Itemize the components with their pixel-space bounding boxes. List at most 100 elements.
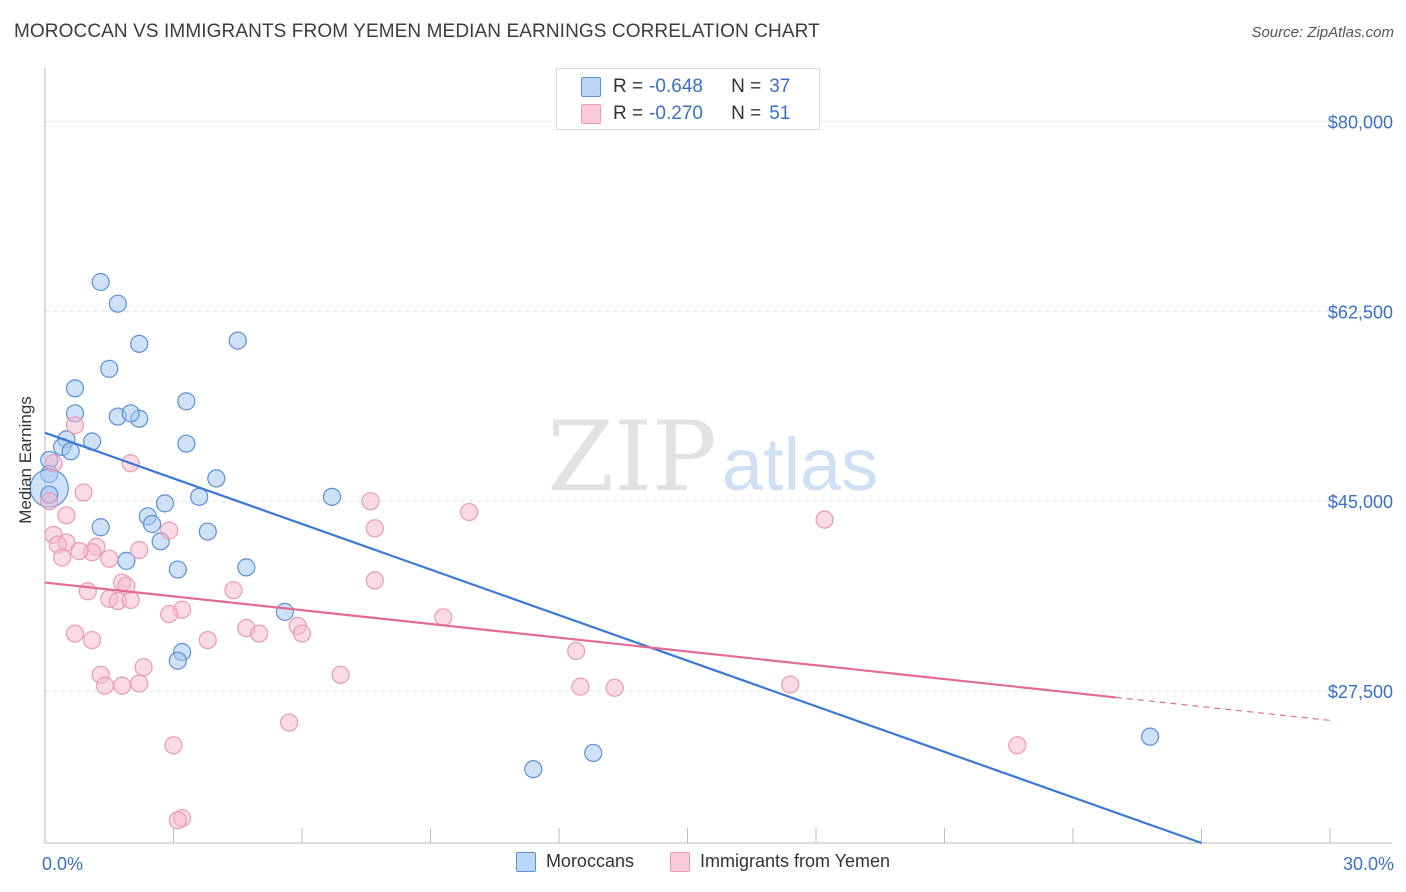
point-yemen <box>44 454 63 473</box>
point-moroccans <box>228 331 247 350</box>
tick-labels: $27,500 $45,000 $62,500 $80,000 0.0% 30.0% <box>42 112 1394 874</box>
trend-lines <box>44 431 1331 845</box>
point-moroccans <box>190 487 209 506</box>
point-yemen <box>78 582 97 601</box>
grid-lines <box>45 120 1392 692</box>
point-yemen <box>250 624 269 643</box>
stats-n-label: N = <box>731 103 762 124</box>
point-moroccans <box>121 404 140 423</box>
point-moroccans <box>61 442 80 461</box>
point-moroccans <box>155 494 175 513</box>
stats-swatch-moroccans <box>581 77 601 97</box>
point-yemen <box>365 571 384 590</box>
stats-swatch-yemen <box>581 104 601 124</box>
stats-n-value: 51 <box>769 103 791 124</box>
point-moroccans <box>237 558 256 577</box>
point-yemen <box>605 678 624 697</box>
point-moroccans <box>322 487 342 506</box>
point-moroccans <box>584 743 603 763</box>
point-moroccans <box>142 514 162 534</box>
y-tick-label: $62,500 <box>1328 302 1393 322</box>
point-yemen <box>40 492 59 511</box>
point-yemen <box>567 641 586 661</box>
data-points <box>29 272 1160 830</box>
point-yemen <box>130 540 149 560</box>
legend-swatch-yemen <box>669 851 690 872</box>
point-yemen <box>53 548 72 567</box>
point-yemen <box>459 502 479 522</box>
point-moroccans <box>130 334 149 353</box>
point-moroccans <box>177 392 196 411</box>
point-yemen <box>70 542 89 561</box>
point-yemen <box>292 624 312 643</box>
watermark: ZIP atlas <box>547 401 878 513</box>
legend-label-moroccans: Moroccans <box>545 851 634 871</box>
point-yemen <box>365 519 384 538</box>
point-yemen <box>160 604 179 624</box>
x-tick-label: 0.0% <box>42 854 83 874</box>
point-yemen <box>224 581 243 600</box>
point-yemen <box>74 483 93 502</box>
point-yemen <box>164 736 183 755</box>
point-yemen <box>65 416 85 435</box>
point-moroccans <box>91 518 110 537</box>
y-tick-label: $80,000 <box>1328 112 1393 132</box>
trend-line-extension <box>1115 696 1331 721</box>
point-moroccans <box>1140 727 1160 746</box>
point-yemen <box>198 630 217 650</box>
point-moroccans <box>168 560 187 579</box>
point-moroccans <box>275 602 294 621</box>
point-yemen <box>160 521 179 540</box>
point-yemen <box>83 630 102 650</box>
point-moroccans <box>207 469 226 488</box>
point-moroccans <box>108 294 127 313</box>
point-yemen <box>134 658 153 677</box>
point-moroccans <box>524 760 543 779</box>
stats-row-yemen: R = -0.270 N = 51 <box>581 102 790 126</box>
chart-legend: Moroccans Immigrants from Yemen <box>0 851 1406 872</box>
trend-line-yemen <box>44 581 1116 699</box>
point-yemen <box>168 811 187 830</box>
point-yemen <box>361 492 380 511</box>
point-yemen <box>331 665 350 684</box>
legend-item-moroccans[interactable]: Moroccans <box>515 851 634 872</box>
point-moroccans <box>100 359 119 378</box>
stats-r-value: -0.648 <box>649 76 703 97</box>
stats-row-moroccans: R = -0.648 N = 37 <box>581 75 790 99</box>
legend-label-yemen: Immigrants from Yemen <box>699 851 891 871</box>
stats-r-label: R = <box>613 103 644 124</box>
point-moroccans <box>168 651 187 670</box>
watermark-atlas: atlas <box>722 423 878 506</box>
point-yemen <box>434 608 453 627</box>
point-moroccans <box>198 522 217 541</box>
point-moroccans <box>91 272 110 292</box>
chart-source: Source: ZipAtlas.com <box>1251 24 1394 41</box>
legend-swatch-moroccans <box>515 851 536 872</box>
point-yemen <box>571 677 590 696</box>
point-moroccans <box>65 379 85 398</box>
y-tick-label: $45,000 <box>1328 492 1393 512</box>
y-axis-label: Median Earnings <box>16 396 35 524</box>
point-yemen <box>112 676 132 695</box>
trend-line-moroccans <box>44 431 1202 845</box>
point-yemen <box>1008 736 1027 755</box>
point-moroccans <box>177 434 196 453</box>
stats-n-value: 37 <box>769 76 791 97</box>
point-yemen <box>57 506 76 525</box>
x-tick-label: 30.0% <box>1343 854 1394 874</box>
point-yemen <box>781 675 800 694</box>
legend-item-yemen[interactable]: Immigrants from Yemen <box>669 851 891 872</box>
stats-legend: R = -0.648 N = 37 R = -0.270 N = 51 <box>556 68 820 130</box>
chart-title: MOROCCAN VS IMMIGRANTS FROM YEMEN MEDIAN… <box>14 21 820 42</box>
point-yemen <box>130 674 149 693</box>
point-yemen <box>65 624 85 643</box>
y-tick-label: $27,500 <box>1328 682 1393 702</box>
axes <box>44 68 1392 844</box>
stats-n-label: N = <box>731 76 762 97</box>
watermark-zip: ZIP <box>547 401 716 513</box>
point-yemen <box>100 549 119 568</box>
stats-r-label: R = <box>613 76 644 97</box>
point-yemen <box>121 590 140 610</box>
point-yemen <box>280 713 299 732</box>
